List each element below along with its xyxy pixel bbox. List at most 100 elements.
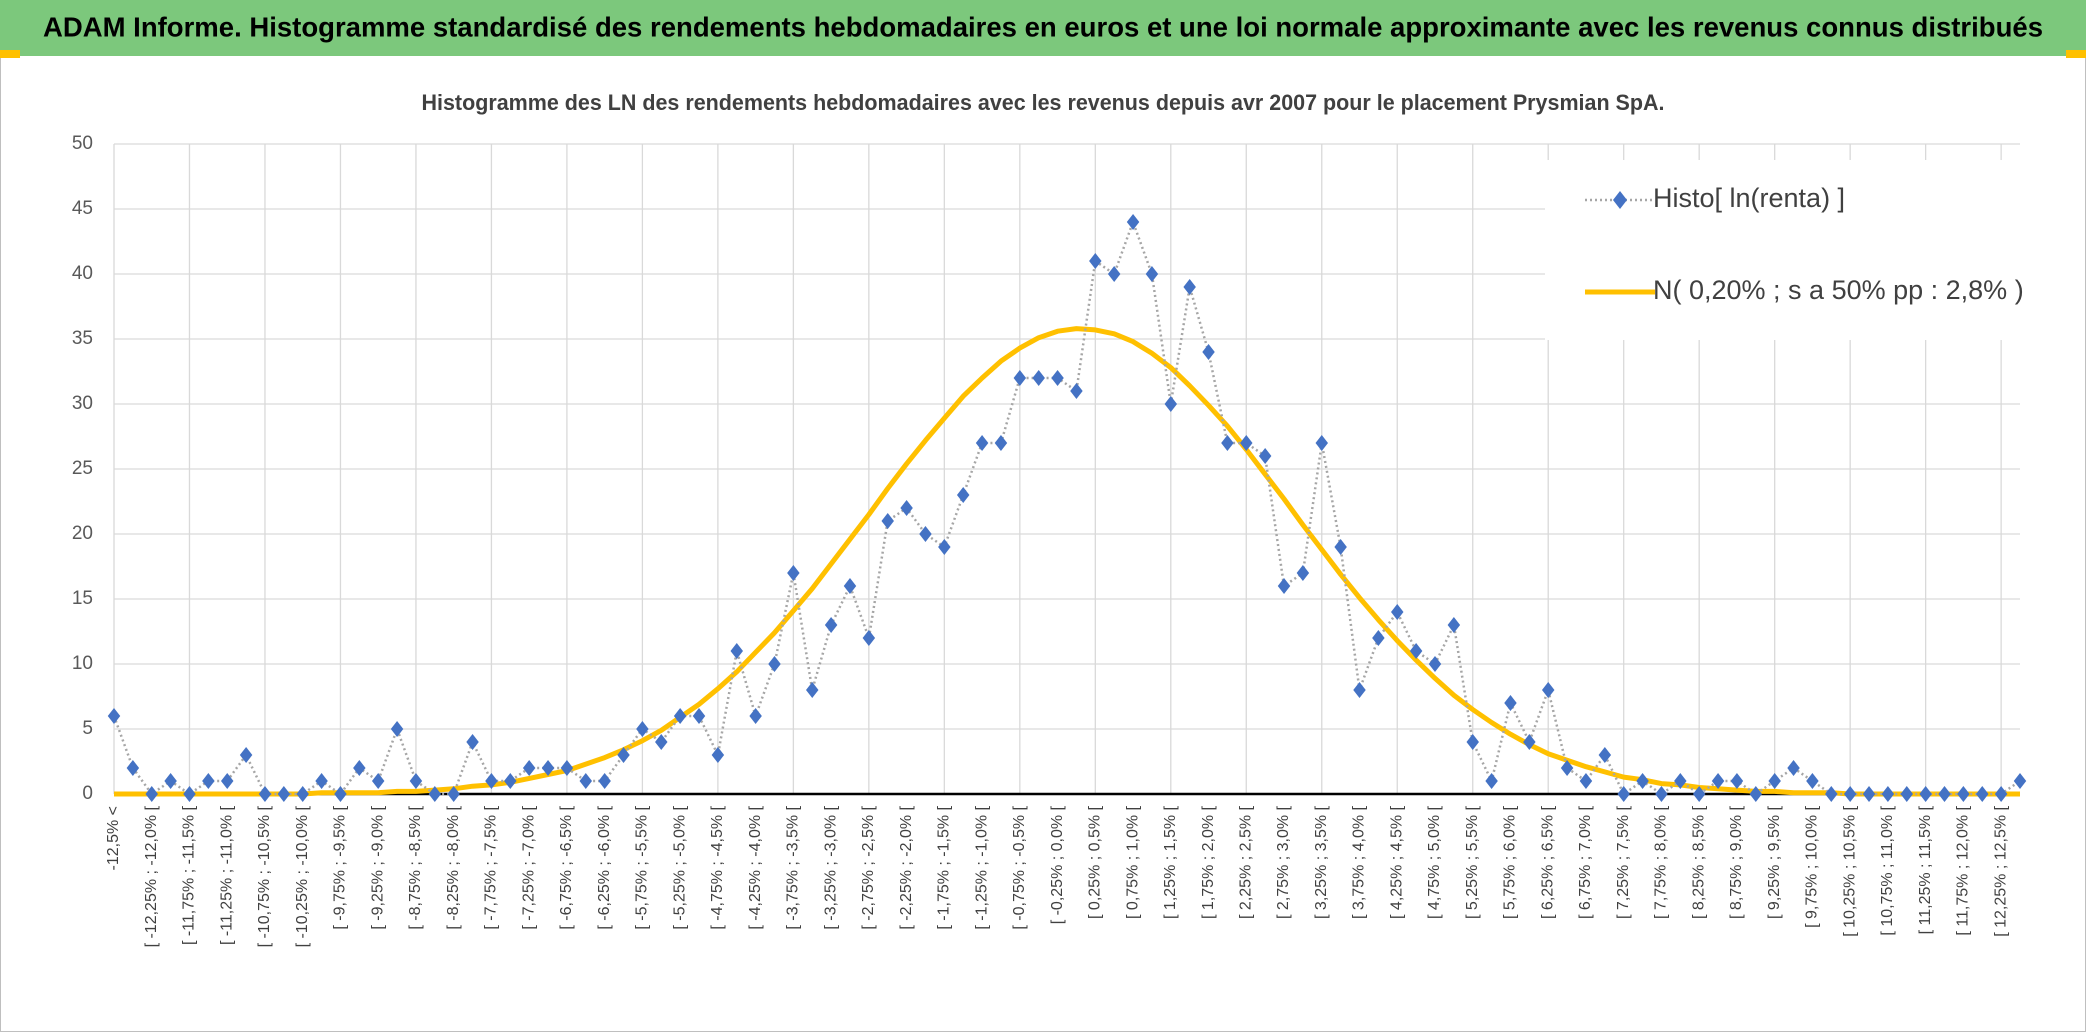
marker-diamond xyxy=(1202,344,1215,360)
y-tick-label: 50 xyxy=(72,133,93,154)
marker-diamond xyxy=(617,747,630,763)
corner xyxy=(0,50,20,58)
marker-diamond xyxy=(447,786,460,802)
x-tick-label: [ 7,25% ; 7,5% [ xyxy=(1615,805,1632,919)
marker-diamond xyxy=(805,682,819,698)
x-tick-label: [ 0,25% ; 0,5% [ xyxy=(1087,805,1104,919)
marker-diamond xyxy=(1900,786,1914,802)
x-tick-label: [ -5,75% ; -5,5% [ xyxy=(634,805,651,929)
x-tick-label: [ 3,75% ; 4,0% [ xyxy=(1351,805,1368,919)
marker-diamond xyxy=(1221,435,1234,451)
x-tick-label: [ 4,75% ; 5,0% [ xyxy=(1426,805,1443,919)
marker-diamond xyxy=(1391,604,1404,620)
marker-diamond xyxy=(730,643,743,659)
marker-diamond xyxy=(1183,279,1196,295)
x-tick-label: [ 11,25% ; 11,5% [ xyxy=(1917,805,1934,934)
marker-diamond xyxy=(1409,643,1423,659)
marker-diamond xyxy=(1598,747,1612,763)
marker-diamond xyxy=(466,734,479,750)
marker-diamond xyxy=(598,773,611,789)
marker-diamond xyxy=(1674,773,1687,789)
marker-diamond xyxy=(1447,617,1461,633)
x-tick-label: [ 3,25% ; 3,5% [ xyxy=(1313,805,1330,919)
marker-diamond xyxy=(1579,773,1593,789)
x-tick-label: [ 7,75% ; 8,0% [ xyxy=(1653,805,1670,919)
marker-diamond xyxy=(1957,786,1970,802)
marker-diamond xyxy=(2013,773,2027,789)
marker-diamond xyxy=(1711,773,1725,789)
marker-diamond xyxy=(1938,786,1951,802)
x-tick-label: [ -9,25% ; -9,0% [ xyxy=(369,805,386,929)
y-tick-label: 35 xyxy=(72,328,93,349)
x-tick-label: [ 12,25% ; 12,5% [ xyxy=(1992,805,2009,936)
marker-diamond xyxy=(1353,682,1366,698)
marker-diamond xyxy=(258,786,272,802)
marker-diamond xyxy=(1749,786,1763,802)
header-bar xyxy=(0,0,2086,56)
x-tick-label: [ 4,25% ; 4,5% [ xyxy=(1388,805,1405,919)
marker-diamond xyxy=(541,760,555,776)
x-tick-label: [ -1,75% ; -1,5% [ xyxy=(936,805,953,929)
corner xyxy=(2066,50,2086,58)
marker-diamond xyxy=(353,760,366,776)
legend-label: Histo[ ln(renta) ] xyxy=(1653,183,1845,213)
marker-diamond xyxy=(1692,786,1706,802)
x-tick-label: [ 10,25% ; 10,5% [ xyxy=(1841,805,1858,936)
marker-diamond xyxy=(1126,214,1140,230)
marker-diamond xyxy=(315,773,328,789)
marker-diamond xyxy=(1164,396,1178,412)
marker-diamond xyxy=(1617,786,1630,802)
marker-diamond xyxy=(994,435,1008,451)
marker-diamond xyxy=(1466,734,1479,750)
marker-diamond xyxy=(409,773,423,789)
marker-diamond xyxy=(107,708,121,724)
marker-diamond xyxy=(1070,383,1083,399)
y-tick-label: 30 xyxy=(72,393,93,414)
marker-diamond xyxy=(655,734,668,750)
x-tick-label: [ -0,25% ; 0,0% [ xyxy=(1049,805,1066,924)
y-tick-label: 10 xyxy=(72,653,93,674)
marker-diamond xyxy=(277,786,291,802)
y-tick-label: 5 xyxy=(82,718,93,739)
marker-diamond xyxy=(1730,773,1744,789)
legend-label: N( 0,20% ; s a 50% pp : 2,8% ) xyxy=(1653,275,2024,305)
x-tick-label: [ -3,75% ; -3,5% [ xyxy=(785,805,802,929)
x-tick-label: [ -0,75% ; -0,5% [ xyxy=(1011,805,1028,929)
y-tick-label: 20 xyxy=(72,523,93,544)
x-tick-label: [ -8,75% ; -8,5% [ xyxy=(407,805,424,929)
marker-diamond xyxy=(164,773,177,789)
marker-diamond xyxy=(900,500,913,516)
marker-diamond xyxy=(145,786,158,802)
marker-diamond xyxy=(1976,786,1989,802)
marker-diamond xyxy=(334,786,347,802)
marker-diamond xyxy=(1919,786,1932,802)
x-tick-label: [ -10,75% ; -10,5% [ xyxy=(256,805,273,947)
chart-title: Histogramme des LN des rendements hebdom… xyxy=(422,90,1665,115)
x-tick-label: [ 1,25% ; 1,5% [ xyxy=(1162,805,1179,919)
marker-diamond xyxy=(919,526,932,542)
marker-diamond xyxy=(692,708,706,724)
x-tick-label: [ 8,25% ; 8,5% [ xyxy=(1690,805,1707,919)
marker-diamond xyxy=(296,786,309,802)
x-tick-label: [ -11,75% ; -11,5% [ xyxy=(181,805,198,945)
marker-diamond xyxy=(1315,435,1329,451)
marker-diamond xyxy=(673,708,687,724)
x-tick-label: [ -4,25% ; -4,0% [ xyxy=(747,805,764,929)
x-tick-label: [ -11,25% ; -11,0% [ xyxy=(218,805,235,945)
x-tick-label: [ 11,75% ; 12,0% [ xyxy=(1955,805,1972,935)
x-tick-label: [ 6,25% ; 6,5% [ xyxy=(1539,805,1556,919)
x-tick-label: [ -5,25% ; -5,0% [ xyxy=(671,805,688,929)
y-tick-label: 15 xyxy=(72,588,93,609)
marker-diamond xyxy=(1277,578,1291,594)
y-tick-label: 40 xyxy=(72,263,93,284)
marker-diamond xyxy=(390,721,404,737)
marker-diamond xyxy=(1768,773,1781,789)
marker-diamond xyxy=(1843,786,1857,802)
x-tick-label: [ -10,25% ; -10,0% [ xyxy=(294,805,311,947)
marker-diamond xyxy=(1994,786,2008,802)
marker-diamond xyxy=(1051,370,1064,386)
marker-diamond xyxy=(1881,786,1895,802)
x-tick-label: [ 2,25% ; 2,5% [ xyxy=(1237,805,1254,919)
x-tick-label: [ -2,75% ; -2,5% [ xyxy=(860,805,877,929)
